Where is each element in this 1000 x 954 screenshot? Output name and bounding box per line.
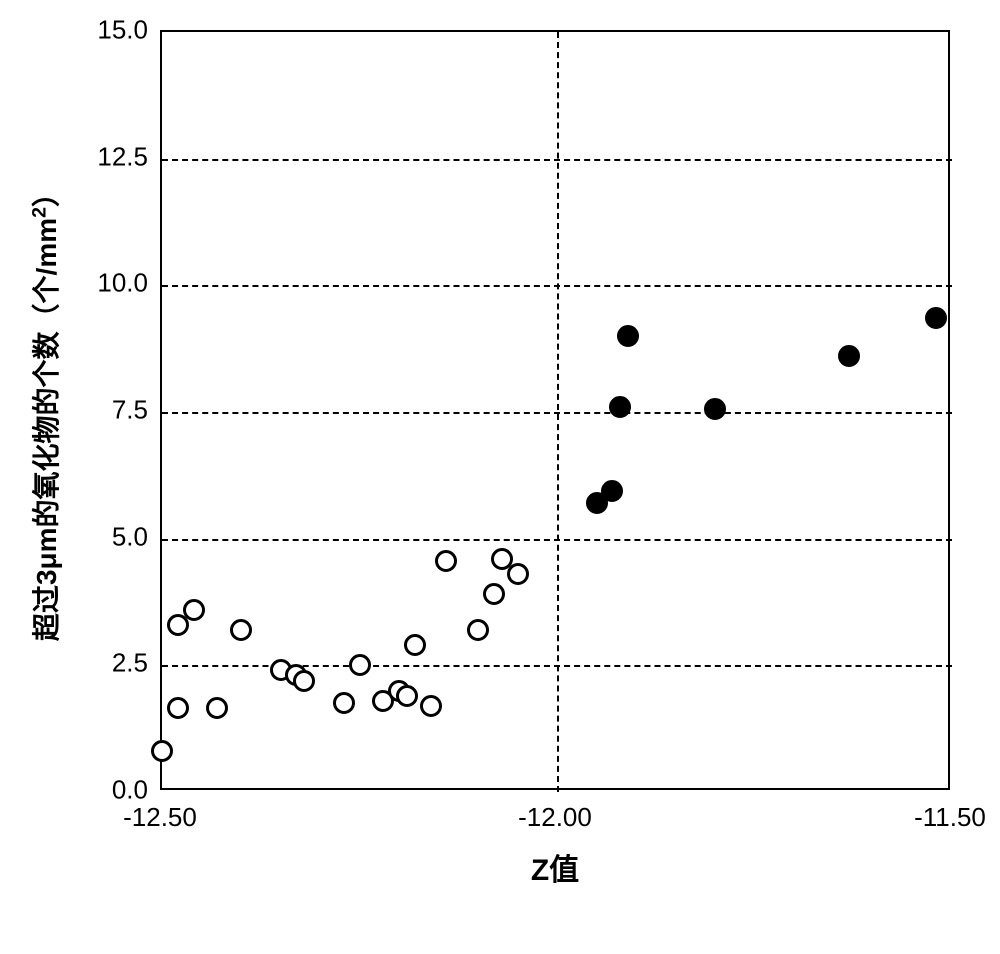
y-tick-label: 15.0 xyxy=(68,15,148,46)
data-point-open xyxy=(404,634,426,656)
x-tick-label: -11.50 xyxy=(914,802,986,833)
data-point-open xyxy=(420,695,442,717)
data-point-open xyxy=(293,670,315,692)
x-axis-label-text: Z值 xyxy=(531,854,579,887)
data-point-filled xyxy=(925,307,947,329)
gridline-vertical xyxy=(557,32,559,792)
data-point-open xyxy=(167,697,189,719)
data-point-open xyxy=(507,563,529,585)
data-point-open xyxy=(151,740,173,762)
data-point-open xyxy=(483,583,505,605)
data-point-filled xyxy=(617,325,639,347)
data-point-filled xyxy=(838,345,860,367)
plot-area xyxy=(160,30,950,790)
y-tick-label: 12.5 xyxy=(68,141,148,172)
x-tick-label: -12.00 xyxy=(518,802,592,833)
x-axis-label: Z值 xyxy=(160,845,950,889)
y-tick-label: 10.0 xyxy=(68,268,148,299)
data-point-open xyxy=(183,599,205,621)
data-point-open xyxy=(206,697,228,719)
data-point-filled xyxy=(704,398,726,420)
y-tick-label: 7.5 xyxy=(68,395,148,426)
y-tick-label: 2.5 xyxy=(68,648,148,679)
data-point-open xyxy=(435,550,457,572)
data-point-filled xyxy=(609,396,631,418)
data-point-filled xyxy=(601,480,623,502)
data-point-open xyxy=(467,619,489,641)
scatter-chart: 超过3μm的氧化物的个数（个/mm2） Z值 0.0 2.5 5.0 7.5 10.0 1… xyxy=(0,0,1000,954)
y-axis-label: 超过3μm的氧化物的个数（个/mm2） xyxy=(25,110,65,710)
x-tick-label: -12.50 xyxy=(123,802,197,833)
y-tick-label: 5.0 xyxy=(68,521,148,552)
data-point-open xyxy=(349,654,371,676)
y-tick-label: 0.0 xyxy=(68,775,148,806)
data-point-open xyxy=(230,619,252,641)
data-point-open xyxy=(396,685,418,707)
data-point-open xyxy=(333,692,355,714)
